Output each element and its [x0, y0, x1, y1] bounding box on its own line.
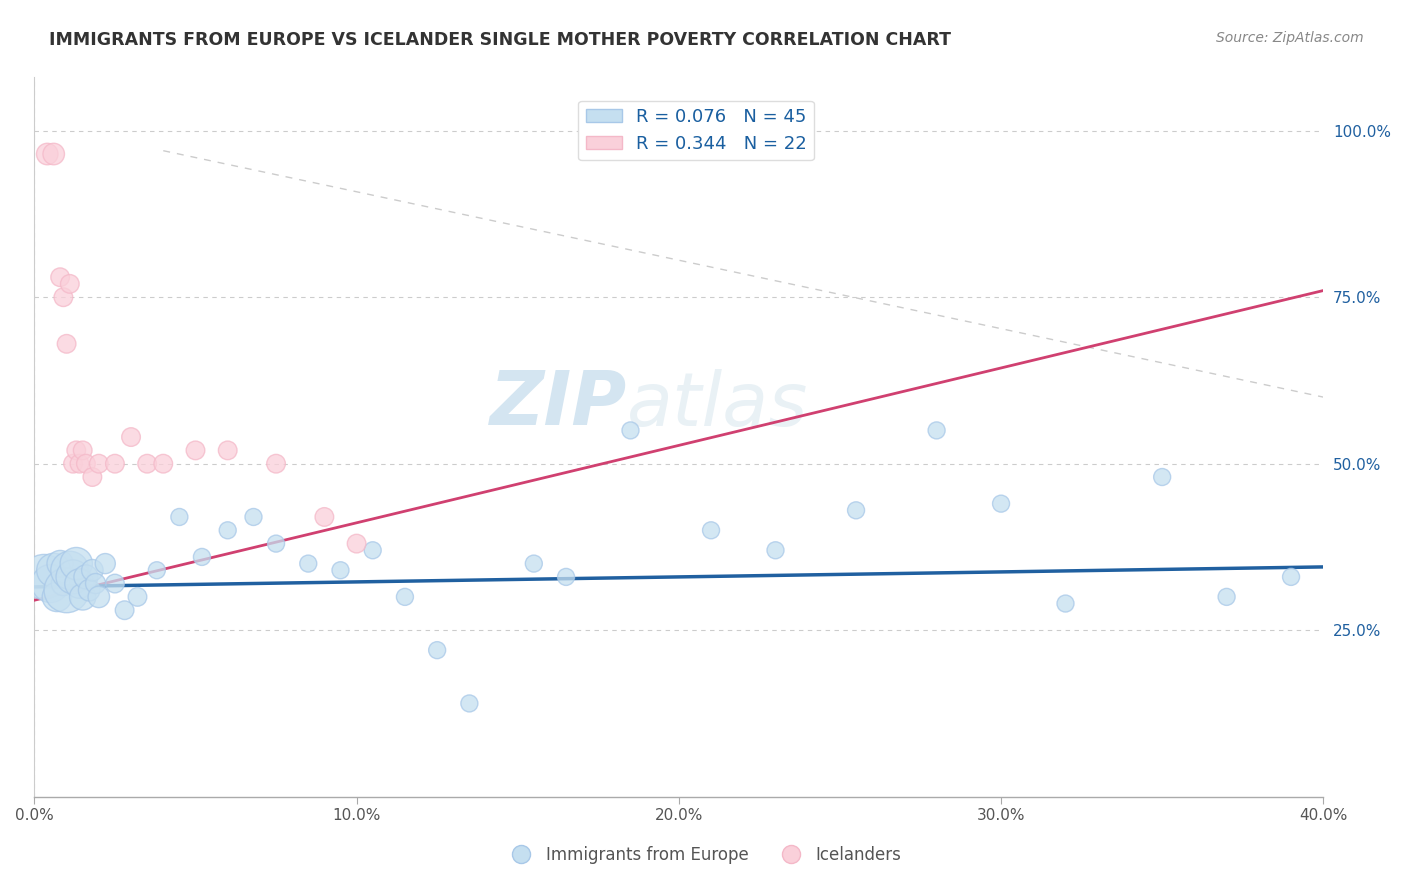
Point — [1054, 597, 1077, 611]
Legend: R = 0.076   N = 45, R = 0.344   N = 22: R = 0.076 N = 45, R = 0.344 N = 22 — [578, 101, 814, 161]
Point — [49, 557, 72, 571]
Point — [925, 424, 948, 438]
Point — [127, 590, 149, 604]
Point — [42, 563, 65, 577]
Point — [264, 536, 287, 550]
Point — [82, 563, 104, 577]
Point — [136, 457, 159, 471]
Point — [82, 470, 104, 484]
Point — [52, 290, 75, 304]
Point — [765, 543, 787, 558]
Point — [62, 570, 84, 584]
Point — [75, 457, 97, 471]
Point — [104, 457, 127, 471]
Point — [217, 443, 239, 458]
Text: IMMIGRANTS FROM EUROPE VS ICELANDER SINGLE MOTHER POVERTY CORRELATION CHART: IMMIGRANTS FROM EUROPE VS ICELANDER SING… — [49, 31, 952, 49]
Point — [346, 536, 368, 550]
Point — [32, 570, 55, 584]
Point — [49, 270, 72, 285]
Point — [55, 336, 77, 351]
Point — [114, 603, 136, 617]
Text: Source: ZipAtlas.com: Source: ZipAtlas.com — [1216, 31, 1364, 45]
Point — [1279, 570, 1302, 584]
Point — [45, 590, 67, 604]
Point — [329, 563, 352, 577]
Point — [845, 503, 868, 517]
Point — [39, 576, 62, 591]
Point — [169, 510, 191, 524]
Point — [94, 557, 117, 571]
Point — [242, 510, 264, 524]
Point — [146, 563, 169, 577]
Point — [314, 510, 336, 524]
Point — [69, 457, 91, 471]
Point — [52, 576, 75, 591]
Text: atlas: atlas — [627, 368, 808, 441]
Point — [152, 457, 174, 471]
Point — [87, 457, 110, 471]
Point — [426, 643, 449, 657]
Point — [394, 590, 416, 604]
Point — [59, 563, 82, 577]
Text: ZIP: ZIP — [491, 368, 627, 442]
Point — [65, 443, 87, 458]
Point — [191, 549, 214, 564]
Point — [72, 590, 94, 604]
Point — [619, 424, 641, 438]
Point — [37, 147, 59, 161]
Point — [59, 277, 82, 291]
Point — [62, 457, 84, 471]
Point — [72, 443, 94, 458]
Point — [184, 443, 207, 458]
Point — [75, 570, 97, 584]
Point — [55, 583, 77, 598]
Point — [555, 570, 578, 584]
Point — [217, 523, 239, 537]
Point — [87, 590, 110, 604]
Legend: Immigrants from Europe, Icelanders: Immigrants from Europe, Icelanders — [498, 839, 908, 871]
Point — [42, 147, 65, 161]
Point — [297, 557, 319, 571]
Point — [69, 576, 91, 591]
Point — [120, 430, 142, 444]
Point — [104, 576, 127, 591]
Point — [77, 583, 100, 598]
Point — [84, 576, 107, 591]
Point — [1152, 470, 1174, 484]
Point — [700, 523, 723, 537]
Point — [523, 557, 546, 571]
Point — [458, 697, 481, 711]
Point — [990, 497, 1012, 511]
Point — [65, 557, 87, 571]
Point — [264, 457, 287, 471]
Point — [1215, 590, 1237, 604]
Point — [361, 543, 384, 558]
